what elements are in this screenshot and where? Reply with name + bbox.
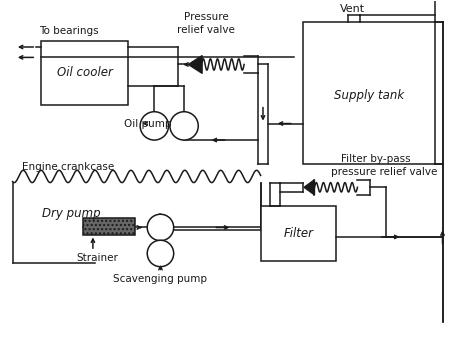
Bar xyxy=(41,41,128,105)
Text: Filter: Filter xyxy=(283,227,313,240)
Text: Pressure: Pressure xyxy=(184,12,228,22)
Text: Dry pump: Dry pump xyxy=(42,207,101,220)
Polygon shape xyxy=(188,56,201,73)
Text: Oil pump: Oil pump xyxy=(124,119,171,128)
Text: Oil cooler: Oil cooler xyxy=(57,66,112,79)
Text: pressure relief valve: pressure relief valve xyxy=(331,167,438,177)
Bar xyxy=(83,218,136,234)
Text: Engine crankcase: Engine crankcase xyxy=(22,162,114,172)
Text: Supply tank: Supply tank xyxy=(334,89,404,102)
Text: Strainer: Strainer xyxy=(76,253,118,263)
Text: Filter by-pass: Filter by-pass xyxy=(341,154,410,164)
Bar xyxy=(261,206,336,260)
Bar xyxy=(303,22,436,164)
Polygon shape xyxy=(304,180,314,195)
Text: relief valve: relief valve xyxy=(177,25,235,35)
Circle shape xyxy=(140,112,168,140)
Text: To bearings: To bearings xyxy=(39,26,99,37)
Circle shape xyxy=(147,240,173,267)
Circle shape xyxy=(147,214,173,241)
Circle shape xyxy=(170,112,198,140)
Text: Scavenging pump: Scavenging pump xyxy=(113,274,208,284)
Text: Vent: Vent xyxy=(340,4,365,14)
